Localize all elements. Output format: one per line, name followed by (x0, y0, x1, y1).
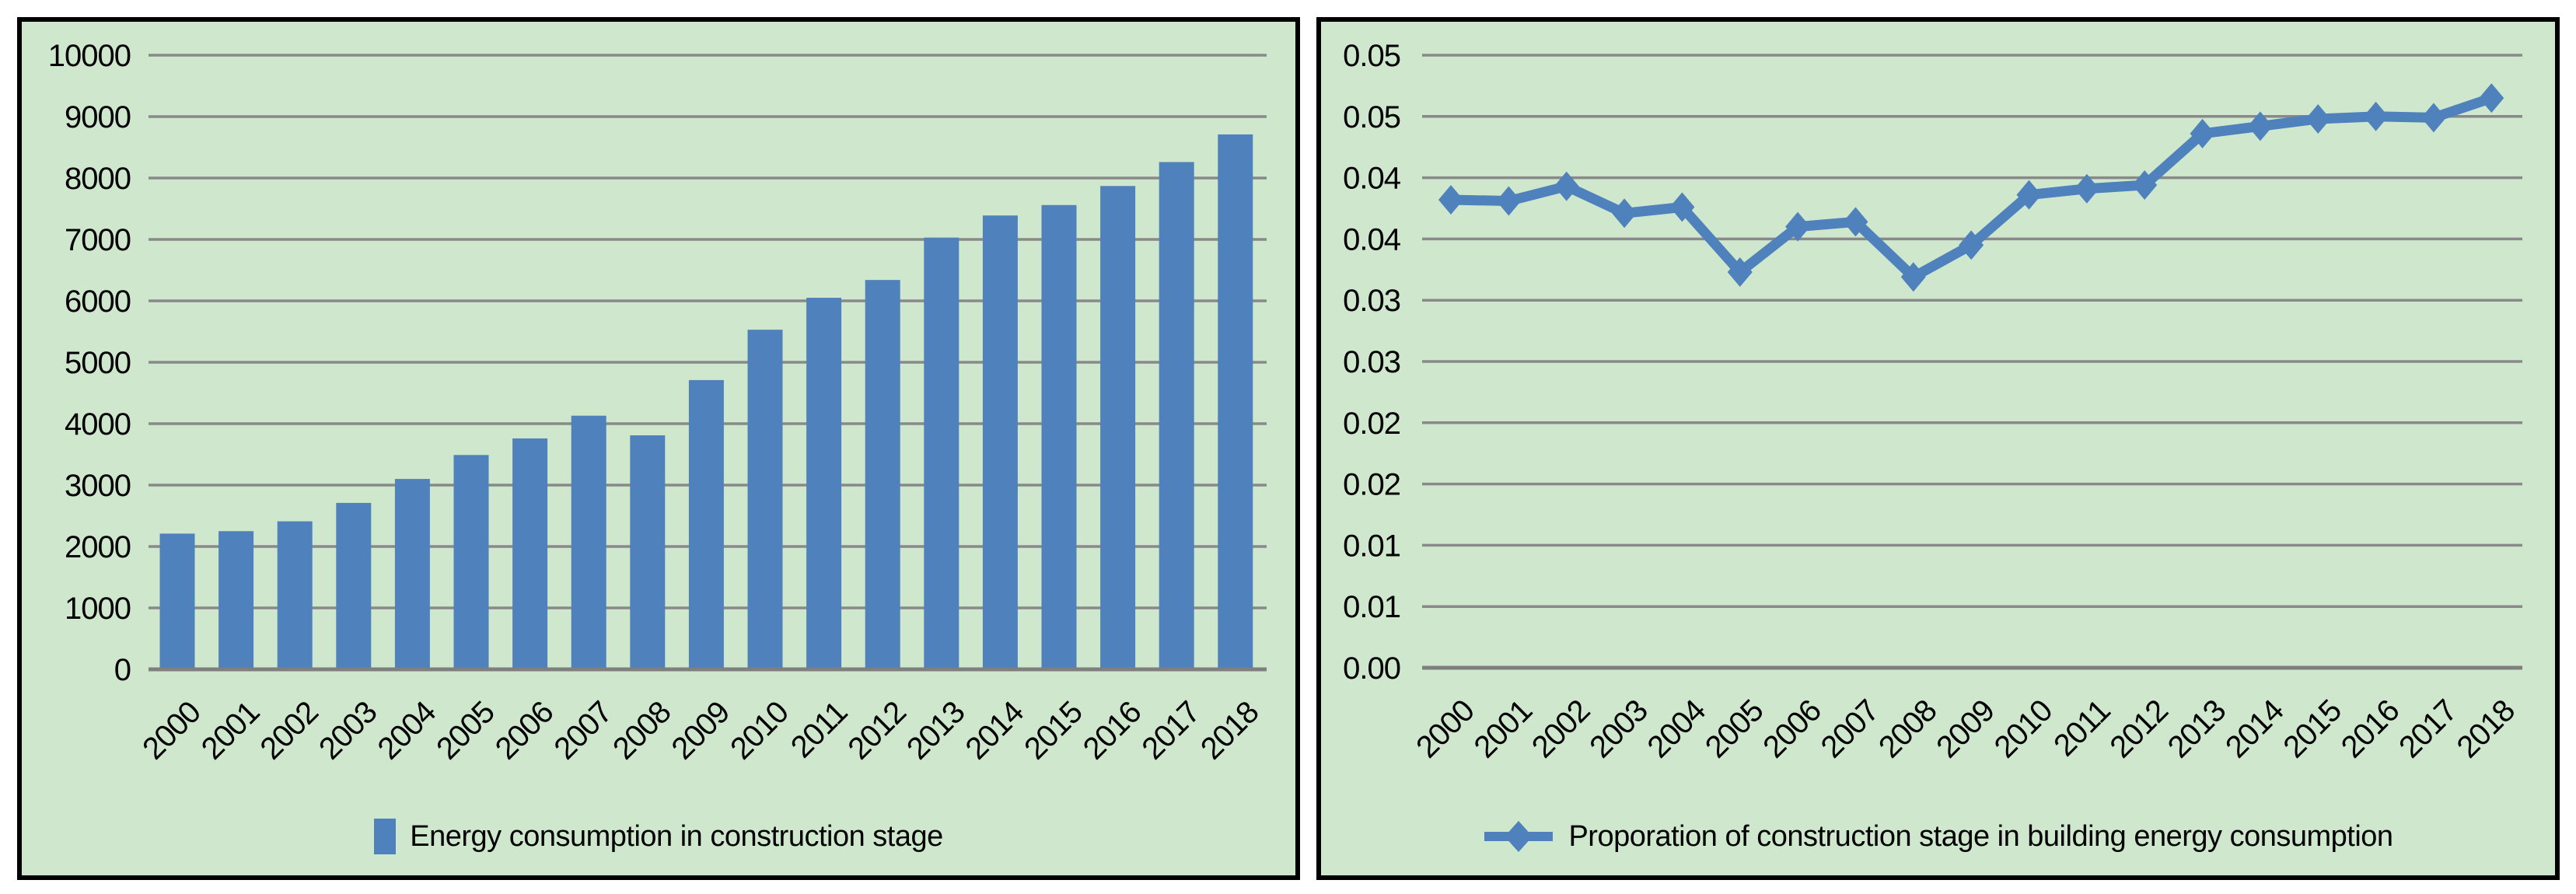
svg-text:2012: 2012 (841, 695, 912, 766)
svg-text:0.02: 0.02 (1343, 468, 1400, 502)
svg-text:2013: 2013 (2162, 693, 2232, 764)
svg-text:2008: 2008 (1872, 693, 1943, 764)
left-chart-panel: 0 1000 2000 3000 4000 5000 6000 7000 8000 9000 100… (17, 17, 1300, 880)
svg-text:2008: 2008 (606, 695, 677, 766)
svg-text:2004: 2004 (1641, 693, 1713, 765)
svg-text:2003: 2003 (313, 695, 383, 766)
svg-text:2017: 2017 (2392, 693, 2463, 764)
line-legend-label: Proporation of construction stage in bui… (1568, 819, 2393, 853)
svg-text:0.05: 0.05 (1343, 39, 1400, 73)
svg-text:2018: 2018 (1194, 695, 1265, 766)
svg-text:2017: 2017 (1135, 695, 1206, 766)
svg-text:0.03: 0.03 (1343, 284, 1400, 318)
svg-text:2006: 2006 (489, 695, 560, 766)
svg-text:0.01: 0.01 (1343, 590, 1400, 624)
svg-text:8000: 8000 (65, 162, 131, 196)
svg-text:2014: 2014 (2219, 693, 2291, 765)
svg-text:2015: 2015 (1018, 695, 1089, 766)
svg-text:7000: 7000 (65, 223, 131, 257)
svg-text:2000: 2000 (1410, 693, 1480, 764)
svg-text:2006: 2006 (1756, 693, 1827, 764)
right-chart-panel: 0.00 0.01 0.01 0.02 0.02 0.03 0.03 0.04 0.04 0.05… (1316, 17, 2560, 880)
svg-text:0.04: 0.04 (1343, 222, 1401, 257)
bar-series-swatch-icon (374, 819, 397, 854)
svg-text:2005: 2005 (1699, 693, 1770, 764)
svg-text:2002: 2002 (253, 695, 324, 766)
line-chart-legend: Proporation of construction stage in bui… (1321, 815, 2555, 858)
svg-text:2001: 2001 (1468, 693, 1539, 764)
svg-text:2013: 2013 (900, 695, 971, 766)
svg-text:0.05: 0.05 (1343, 100, 1400, 134)
svg-text:3000: 3000 (65, 469, 131, 503)
svg-text:2005: 2005 (430, 695, 501, 766)
svg-text:2007: 2007 (547, 695, 618, 766)
energy-consumption-bar-chart: 0 1000 2000 3000 4000 5000 6000 7000 8000 9000 100… (48, 39, 1267, 767)
svg-text:0.03: 0.03 (1343, 345, 1400, 379)
svg-text:2010: 2010 (724, 695, 795, 766)
svg-text:5000: 5000 (65, 346, 131, 380)
svg-text:2015: 2015 (2277, 693, 2347, 764)
svg-text:2009: 2009 (1930, 693, 2001, 764)
svg-text:2001: 2001 (195, 695, 266, 766)
svg-text:6000: 6000 (65, 285, 131, 319)
svg-text:2000: 2000 (136, 695, 207, 766)
svg-text:2011: 2011 (785, 695, 854, 764)
svg-text:2009: 2009 (666, 695, 736, 766)
svg-text:2010: 2010 (1988, 693, 2059, 764)
svg-text:10000: 10000 (48, 39, 131, 73)
svg-text:2016: 2016 (2335, 693, 2406, 764)
svg-text:0: 0 (114, 653, 131, 687)
svg-text:0.04: 0.04 (1343, 162, 1401, 196)
svg-text:1000: 1000 (65, 592, 131, 626)
svg-text:2000: 2000 (65, 530, 131, 564)
svg-text:9000: 9000 (65, 100, 131, 134)
line-series-marker-icon (1484, 821, 1554, 852)
svg-text:0.02: 0.02 (1343, 407, 1400, 441)
svg-text:2014: 2014 (959, 695, 1031, 767)
proportion-line-chart: 0.00 0.01 0.01 0.02 0.02 0.03 0.03 0.04 0.04 0.05… (1343, 39, 2522, 765)
svg-text:4000: 4000 (65, 407, 131, 442)
svg-text:2003: 2003 (1583, 693, 1654, 764)
svg-text:2012: 2012 (2103, 693, 2174, 764)
svg-text:0.01: 0.01 (1343, 529, 1400, 563)
svg-text:0.00: 0.00 (1343, 651, 1400, 686)
svg-text:2018: 2018 (2450, 693, 2521, 764)
svg-text:2011: 2011 (2047, 693, 2116, 763)
bar-legend-label: Energy consumption in construction stage (410, 819, 943, 853)
svg-text:2007: 2007 (1815, 693, 1886, 764)
svg-text:2002: 2002 (1526, 693, 1596, 764)
svg-text:2004: 2004 (372, 695, 443, 767)
svg-text:2016: 2016 (1077, 695, 1148, 766)
bar-chart-legend: Energy consumption in construction stage (22, 815, 1295, 858)
